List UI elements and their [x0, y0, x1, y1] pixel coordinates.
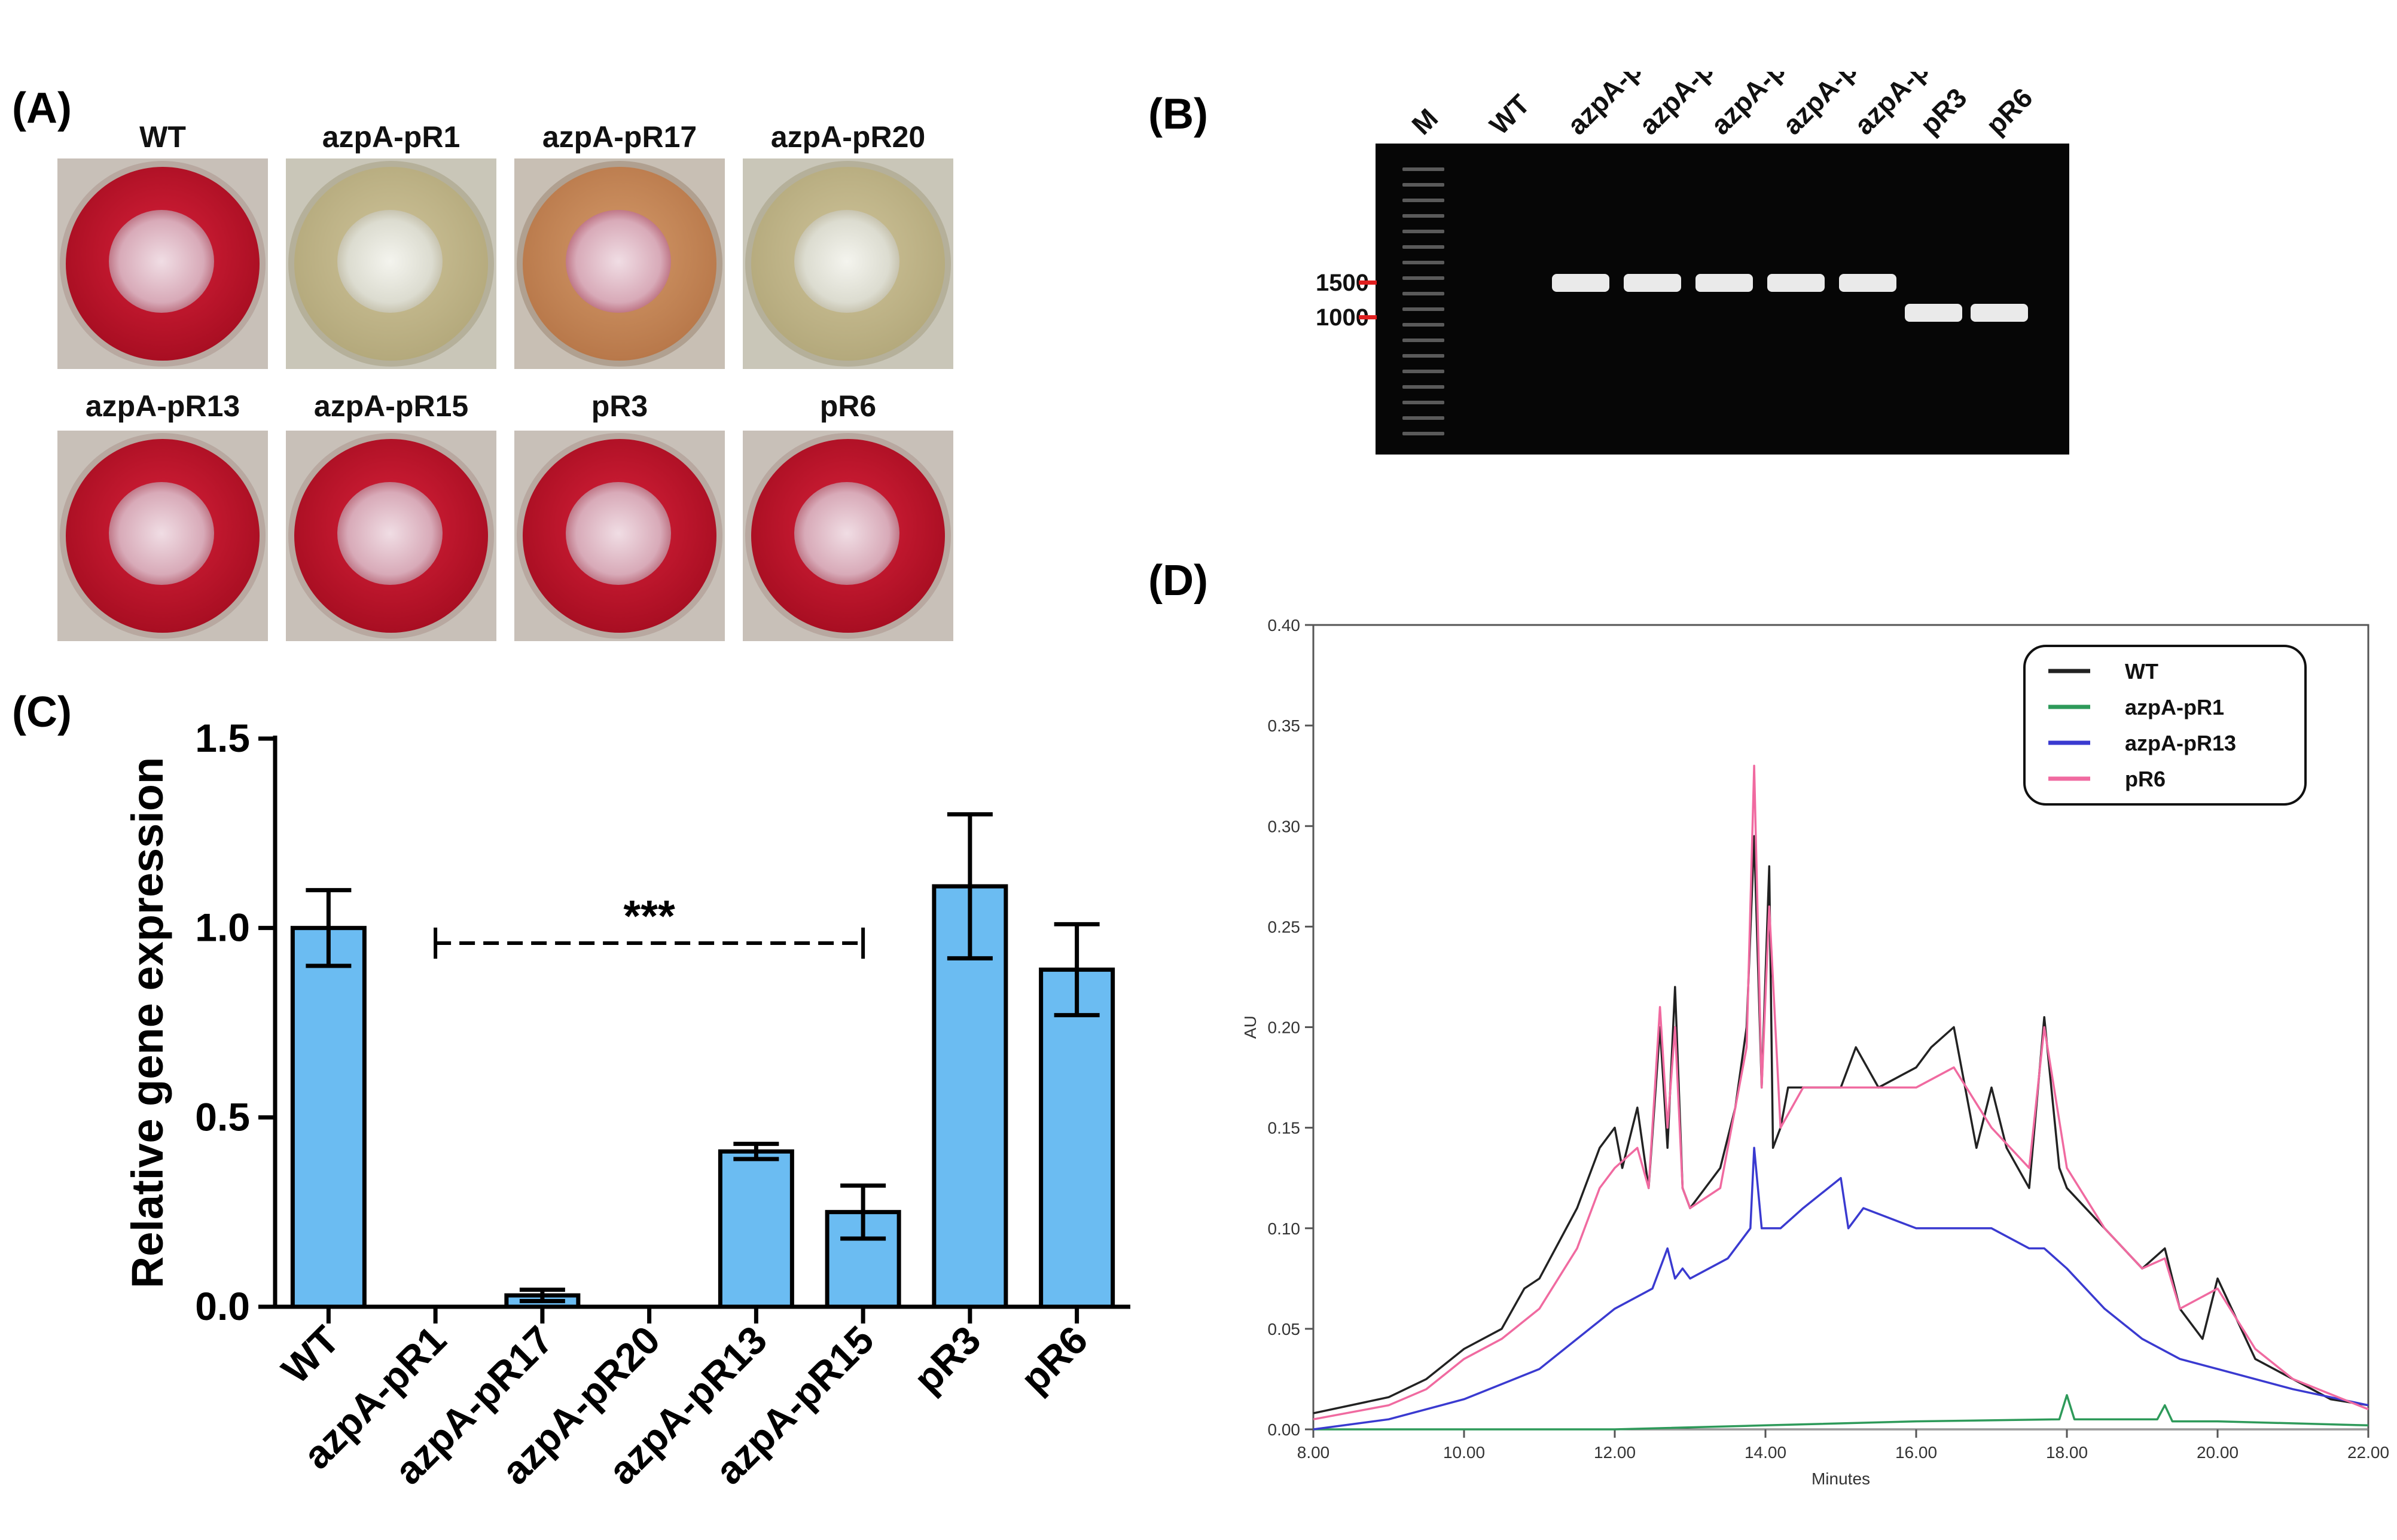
x-tick-label: WT: [273, 1318, 347, 1392]
y-tick-label: 0.40: [1268, 616, 1301, 635]
y-tick-label: 0.5: [195, 1094, 250, 1139]
gel-lane-label: pR3: [1914, 82, 1972, 141]
petri-plate-image: [286, 158, 496, 369]
x-tick-label: 18.00: [2046, 1443, 2088, 1462]
panel-a-letter: (A): [12, 84, 72, 132]
plate-label: azpA-pR15: [313, 389, 469, 423]
plate-label: azpA-pR1: [322, 120, 461, 154]
significance-bracket: [434, 928, 865, 959]
petri-plate-image: [514, 158, 725, 369]
x-tick-label: 12.00: [1594, 1443, 1636, 1462]
bar: [1039, 967, 1115, 1309]
error-bar: [306, 888, 352, 968]
x-tick-label: 16.00: [1895, 1443, 1937, 1462]
petri-plate-image: [286, 431, 496, 641]
x-tick-label: 20.00: [2197, 1443, 2239, 1462]
plate-label: azpA-pR17: [542, 120, 697, 154]
y-tick-label: 0.20: [1268, 1018, 1301, 1037]
x-tick-label: 22.00: [2347, 1443, 2389, 1462]
petri-plate-image: [57, 431, 268, 641]
x-tick-label: 10.00: [1443, 1443, 1485, 1462]
series-line: [1313, 764, 2369, 1420]
gel-band: [1695, 274, 1753, 292]
gel-band: [1905, 304, 1962, 322]
panel-b-gel: M WT azpA-pR1azpA-pR17azpA-pR20azpA-pR13az…: [1316, 72, 2069, 455]
x-tick-label: 8.00: [1297, 1443, 1330, 1462]
bar: [290, 926, 367, 1309]
gel-lane-label: M: [1405, 102, 1444, 141]
x-tick-label: pR6: [1012, 1318, 1096, 1401]
panel-d-letter: (D): [1148, 557, 1208, 605]
gel-lane-label: pR6: [1980, 82, 2038, 141]
bar: [718, 1149, 794, 1309]
error-bar: [840, 1183, 886, 1241]
gel-marker-tick: [1359, 315, 1377, 319]
y-axis-title: Relative gene expression: [123, 757, 172, 1288]
series-line: [1313, 1394, 2369, 1431]
gel-band: [1767, 274, 1825, 292]
gel-band: [1971, 304, 2028, 322]
petri-plate-image: [57, 158, 268, 369]
plate-label: pR3: [591, 389, 648, 423]
plate-label: azpA-pR13: [85, 389, 240, 423]
legend-label: azpA-pR13: [2125, 731, 2236, 755]
petri-plate-image: [743, 431, 953, 641]
legend-label: azpA-pR1: [2125, 695, 2224, 719]
error-bar: [519, 1288, 565, 1303]
petri-plate-image: [743, 158, 953, 369]
x-tick-label: 14.00: [1745, 1443, 1786, 1462]
significance-label: ***: [623, 891, 675, 941]
y-axis-title: AU: [1241, 1016, 1260, 1039]
plate-label: pR6: [819, 389, 877, 423]
y-tick-label: 0.25: [1268, 917, 1301, 936]
y-tick-label: 0.05: [1268, 1320, 1301, 1338]
gel-marker-tick: [1359, 280, 1377, 285]
legend-label: WT: [2125, 659, 2158, 684]
gel-band: [1839, 274, 1896, 292]
gel-lane-label: WT: [1483, 89, 1535, 141]
series-line: [1313, 835, 2369, 1414]
legend-label: pR6: [2125, 767, 2166, 791]
plate-label: WT: [139, 120, 186, 154]
y-tick-label: 0.00: [1268, 1420, 1301, 1439]
gel-band: [1552, 274, 1609, 292]
x-tick-label: pR3: [905, 1318, 989, 1401]
y-tick-label: 0.30: [1268, 817, 1301, 835]
y-tick-label: 0.35: [1268, 716, 1301, 735]
panel-c-letter: (C): [12, 688, 72, 736]
y-tick-label: 1.5: [195, 716, 250, 760]
gel-band: [1624, 274, 1681, 292]
petri-plate-image: [514, 431, 725, 641]
x-axis-title: Minutes: [1812, 1469, 1870, 1488]
y-tick-label: 0.0: [195, 1284, 250, 1328]
error-bar: [947, 812, 993, 960]
panel-b-letter: (B): [1148, 90, 1208, 138]
y-tick-label: 0.10: [1268, 1219, 1301, 1238]
y-tick-label: 0.15: [1268, 1119, 1301, 1138]
series-line: [1313, 1146, 2369, 1431]
plate-label: azpA-pR20: [770, 120, 926, 154]
plot-frame: [1312, 624, 2369, 1431]
legend: WT azpA-pR1 azpA-pR13 pR6: [2023, 645, 2307, 806]
y-tick-label: 1.0: [195, 905, 250, 950]
error-bar: [1054, 922, 1100, 1017]
error-bar: [733, 1142, 779, 1161]
